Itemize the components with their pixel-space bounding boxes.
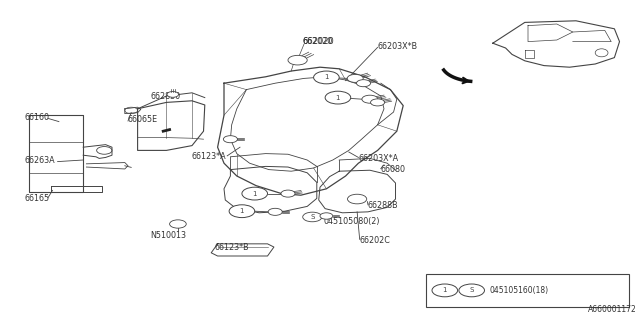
Text: 1: 1 xyxy=(324,75,329,80)
Text: 662830: 662830 xyxy=(150,92,180,101)
Circle shape xyxy=(348,74,364,82)
Circle shape xyxy=(170,220,186,228)
Text: 1: 1 xyxy=(239,208,244,214)
Circle shape xyxy=(459,284,484,297)
Text: S: S xyxy=(470,287,474,293)
Circle shape xyxy=(97,147,112,154)
Circle shape xyxy=(242,187,268,200)
Circle shape xyxy=(371,99,385,106)
Text: 1: 1 xyxy=(335,95,340,100)
Text: 045105080(2): 045105080(2) xyxy=(323,217,380,226)
Text: A660001172: A660001172 xyxy=(588,305,637,314)
Circle shape xyxy=(348,194,367,204)
Circle shape xyxy=(229,205,255,218)
Circle shape xyxy=(281,190,295,197)
Text: 66065E: 66065E xyxy=(128,116,158,124)
Text: 66165: 66165 xyxy=(24,194,49,203)
Circle shape xyxy=(288,55,307,65)
Circle shape xyxy=(320,213,333,219)
Text: 662020: 662020 xyxy=(302,37,334,46)
Circle shape xyxy=(314,71,339,84)
Text: 66203X*A: 66203X*A xyxy=(358,154,399,163)
Text: 66202C: 66202C xyxy=(360,236,390,245)
Text: N510013: N510013 xyxy=(150,231,186,240)
Text: 045105160(18): 045105160(18) xyxy=(490,286,548,295)
Circle shape xyxy=(432,284,458,297)
Text: 66263A: 66263A xyxy=(24,156,55,165)
Circle shape xyxy=(167,92,179,97)
Text: 662020: 662020 xyxy=(302,37,332,46)
Text: 66203X*B: 66203X*B xyxy=(378,42,418,51)
Text: S: S xyxy=(310,214,314,220)
Circle shape xyxy=(356,80,371,87)
Text: 66160: 66160 xyxy=(24,113,49,122)
Circle shape xyxy=(125,107,138,114)
Circle shape xyxy=(303,212,322,222)
Text: 1: 1 xyxy=(252,191,257,196)
Text: 66288B: 66288B xyxy=(368,201,399,210)
Text: 66123*B: 66123*B xyxy=(214,243,249,252)
Text: 1: 1 xyxy=(442,287,447,293)
Circle shape xyxy=(223,136,237,143)
Text: 66080: 66080 xyxy=(381,165,406,174)
Circle shape xyxy=(362,95,378,103)
Circle shape xyxy=(268,208,282,215)
Text: 66123*A: 66123*A xyxy=(192,152,227,161)
Circle shape xyxy=(325,91,351,104)
